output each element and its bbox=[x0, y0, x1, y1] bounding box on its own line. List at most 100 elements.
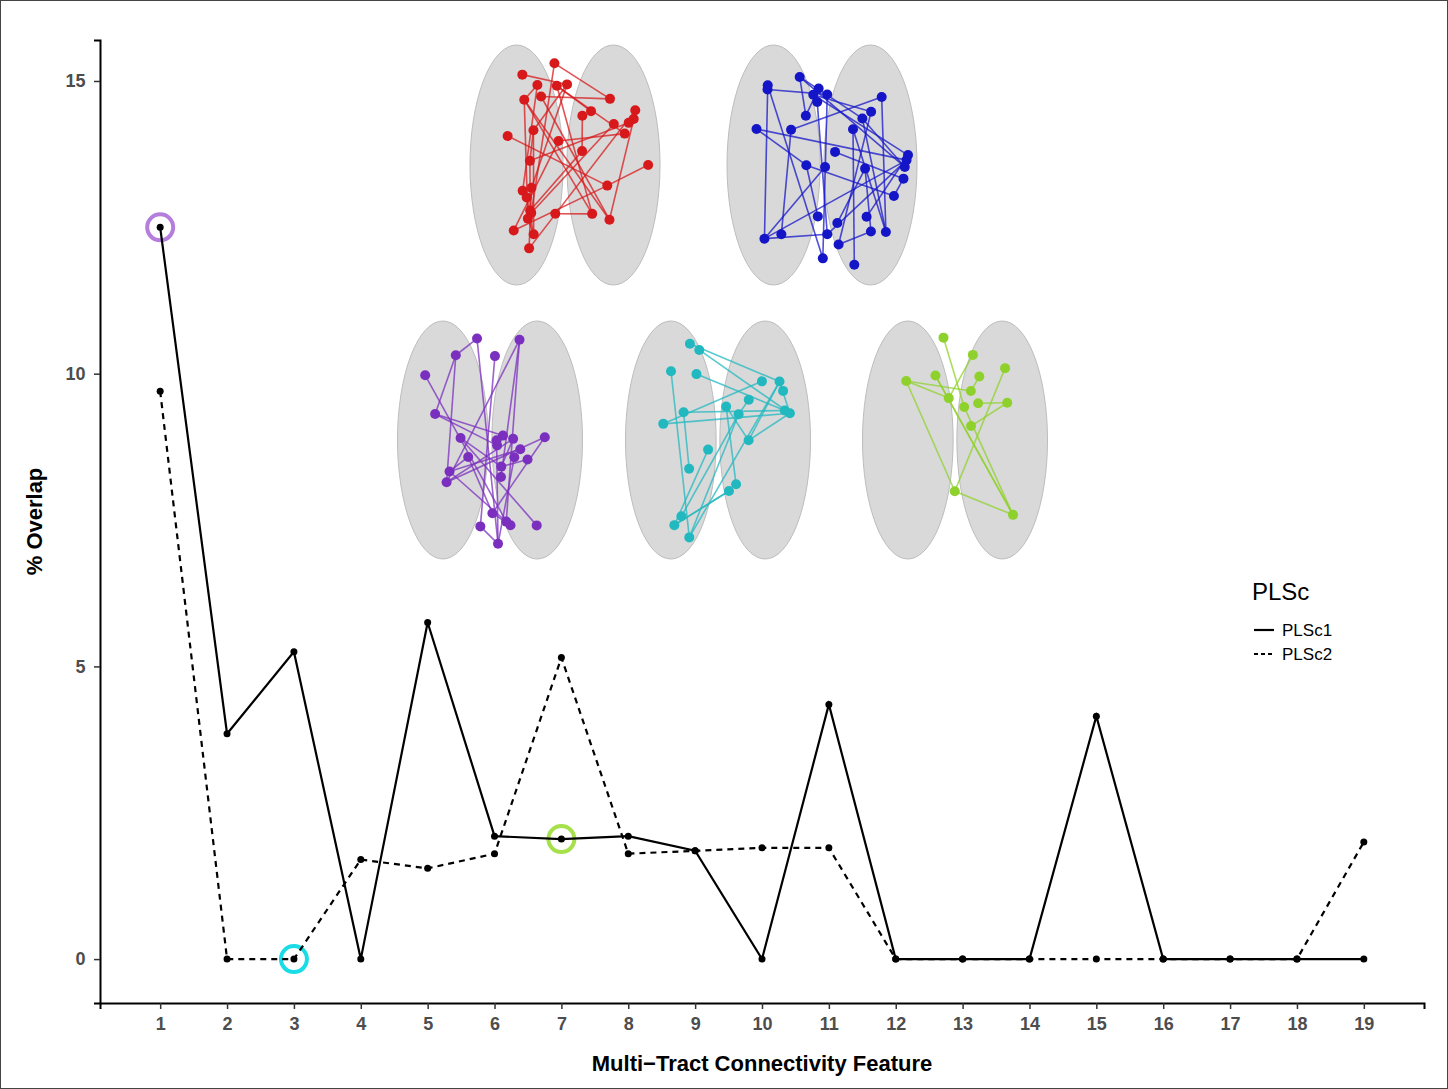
brain-node bbox=[522, 193, 532, 203]
tick-mark bbox=[94, 81, 100, 83]
brain-node bbox=[487, 508, 497, 518]
brain-node bbox=[881, 227, 891, 237]
brain-node bbox=[1000, 363, 1010, 373]
point bbox=[959, 956, 966, 963]
brain-node bbox=[691, 369, 701, 379]
brain-node bbox=[549, 58, 559, 68]
tick: 7 bbox=[557, 1003, 567, 1034]
brain-node bbox=[848, 124, 858, 134]
tick-label: 12 bbox=[886, 1014, 906, 1034]
brain-node bbox=[577, 111, 587, 121]
tick-label: 9 bbox=[691, 1014, 701, 1034]
brain-node bbox=[775, 377, 785, 387]
y-axis: 051015 bbox=[66, 41, 101, 1004]
brain-node bbox=[703, 445, 713, 455]
brain-edge bbox=[835, 152, 903, 179]
point bbox=[1093, 956, 1100, 963]
point bbox=[357, 956, 364, 963]
brain-edge bbox=[768, 85, 823, 258]
brain-node bbox=[509, 225, 519, 235]
brain-node bbox=[519, 95, 529, 105]
tick: 9 bbox=[691, 1003, 701, 1034]
tick-label: 10 bbox=[66, 364, 86, 384]
brain-node bbox=[420, 370, 430, 380]
brain-edge bbox=[781, 130, 791, 235]
point bbox=[424, 865, 431, 872]
point bbox=[825, 701, 832, 708]
tick-mark bbox=[962, 1003, 964, 1009]
frame bbox=[1, 1, 1448, 1089]
brain-node bbox=[808, 90, 818, 100]
brain-node bbox=[744, 395, 754, 405]
brain-node bbox=[862, 212, 872, 222]
brain-edge bbox=[531, 124, 614, 213]
brain-edge bbox=[468, 457, 492, 513]
brain-node bbox=[609, 119, 619, 129]
brain-node bbox=[734, 409, 744, 419]
legend-swatch bbox=[1254, 629, 1274, 631]
brain-node bbox=[866, 226, 876, 236]
point bbox=[1026, 956, 1033, 963]
tick: 14 bbox=[1020, 1003, 1040, 1034]
tick: 17 bbox=[1221, 1003, 1241, 1034]
brain-node bbox=[552, 81, 562, 91]
brain-node bbox=[778, 386, 788, 396]
axis-line bbox=[101, 1004, 1425, 1010]
brain-edge bbox=[506, 340, 519, 522]
brain-edge bbox=[609, 119, 633, 220]
tick-mark bbox=[160, 1003, 162, 1009]
tick-mark bbox=[695, 1003, 697, 1009]
brain-edge bbox=[955, 368, 1005, 491]
brain-images bbox=[398, 45, 1048, 559]
hemisphere bbox=[398, 321, 489, 559]
brain-node bbox=[780, 405, 790, 415]
point bbox=[692, 847, 699, 854]
brain-node bbox=[445, 466, 455, 476]
tick-label: 3 bbox=[289, 1014, 299, 1034]
brain-node bbox=[763, 84, 773, 94]
brain-node bbox=[496, 472, 506, 482]
tick: 5 bbox=[423, 1003, 433, 1034]
brain-node bbox=[959, 402, 969, 412]
brain-node bbox=[903, 150, 913, 160]
brain-node bbox=[508, 434, 518, 444]
brain-node bbox=[666, 366, 676, 376]
brain-node bbox=[822, 89, 832, 99]
brain-node bbox=[930, 371, 940, 381]
legend-swatch bbox=[1254, 653, 1274, 655]
tick-label: 1 bbox=[156, 1014, 166, 1034]
tick-mark bbox=[628, 1003, 630, 1009]
point bbox=[558, 836, 565, 843]
brain-node bbox=[503, 131, 513, 141]
tick: 4 bbox=[356, 1003, 366, 1034]
point bbox=[759, 844, 766, 851]
brain-edge bbox=[726, 407, 736, 485]
point bbox=[224, 956, 231, 963]
point bbox=[959, 956, 966, 963]
point bbox=[692, 847, 699, 854]
brain-node bbox=[669, 520, 679, 530]
point bbox=[1093, 713, 1100, 720]
tick: 13 bbox=[953, 1003, 973, 1034]
series-line bbox=[160, 391, 1364, 959]
brain-node bbox=[463, 452, 473, 462]
brain-edge bbox=[764, 160, 906, 239]
brain-edge bbox=[674, 450, 708, 526]
brain-edge bbox=[447, 355, 456, 482]
point bbox=[1360, 839, 1367, 846]
brain-node bbox=[731, 479, 741, 489]
tick-mark bbox=[1029, 1003, 1031, 1009]
brain bbox=[470, 45, 660, 285]
brain-node bbox=[496, 462, 506, 472]
brain-node bbox=[832, 218, 842, 228]
brain-node bbox=[630, 105, 640, 115]
point bbox=[759, 956, 766, 963]
series-line bbox=[160, 227, 1364, 959]
brain-edge bbox=[906, 381, 955, 491]
tick-label: 19 bbox=[1354, 1014, 1374, 1034]
brain-edge bbox=[555, 213, 592, 215]
tick-label: 11 bbox=[820, 1014, 839, 1034]
brain-node bbox=[493, 539, 503, 549]
point bbox=[224, 730, 231, 737]
tick-label: 17 bbox=[1221, 1014, 1241, 1034]
